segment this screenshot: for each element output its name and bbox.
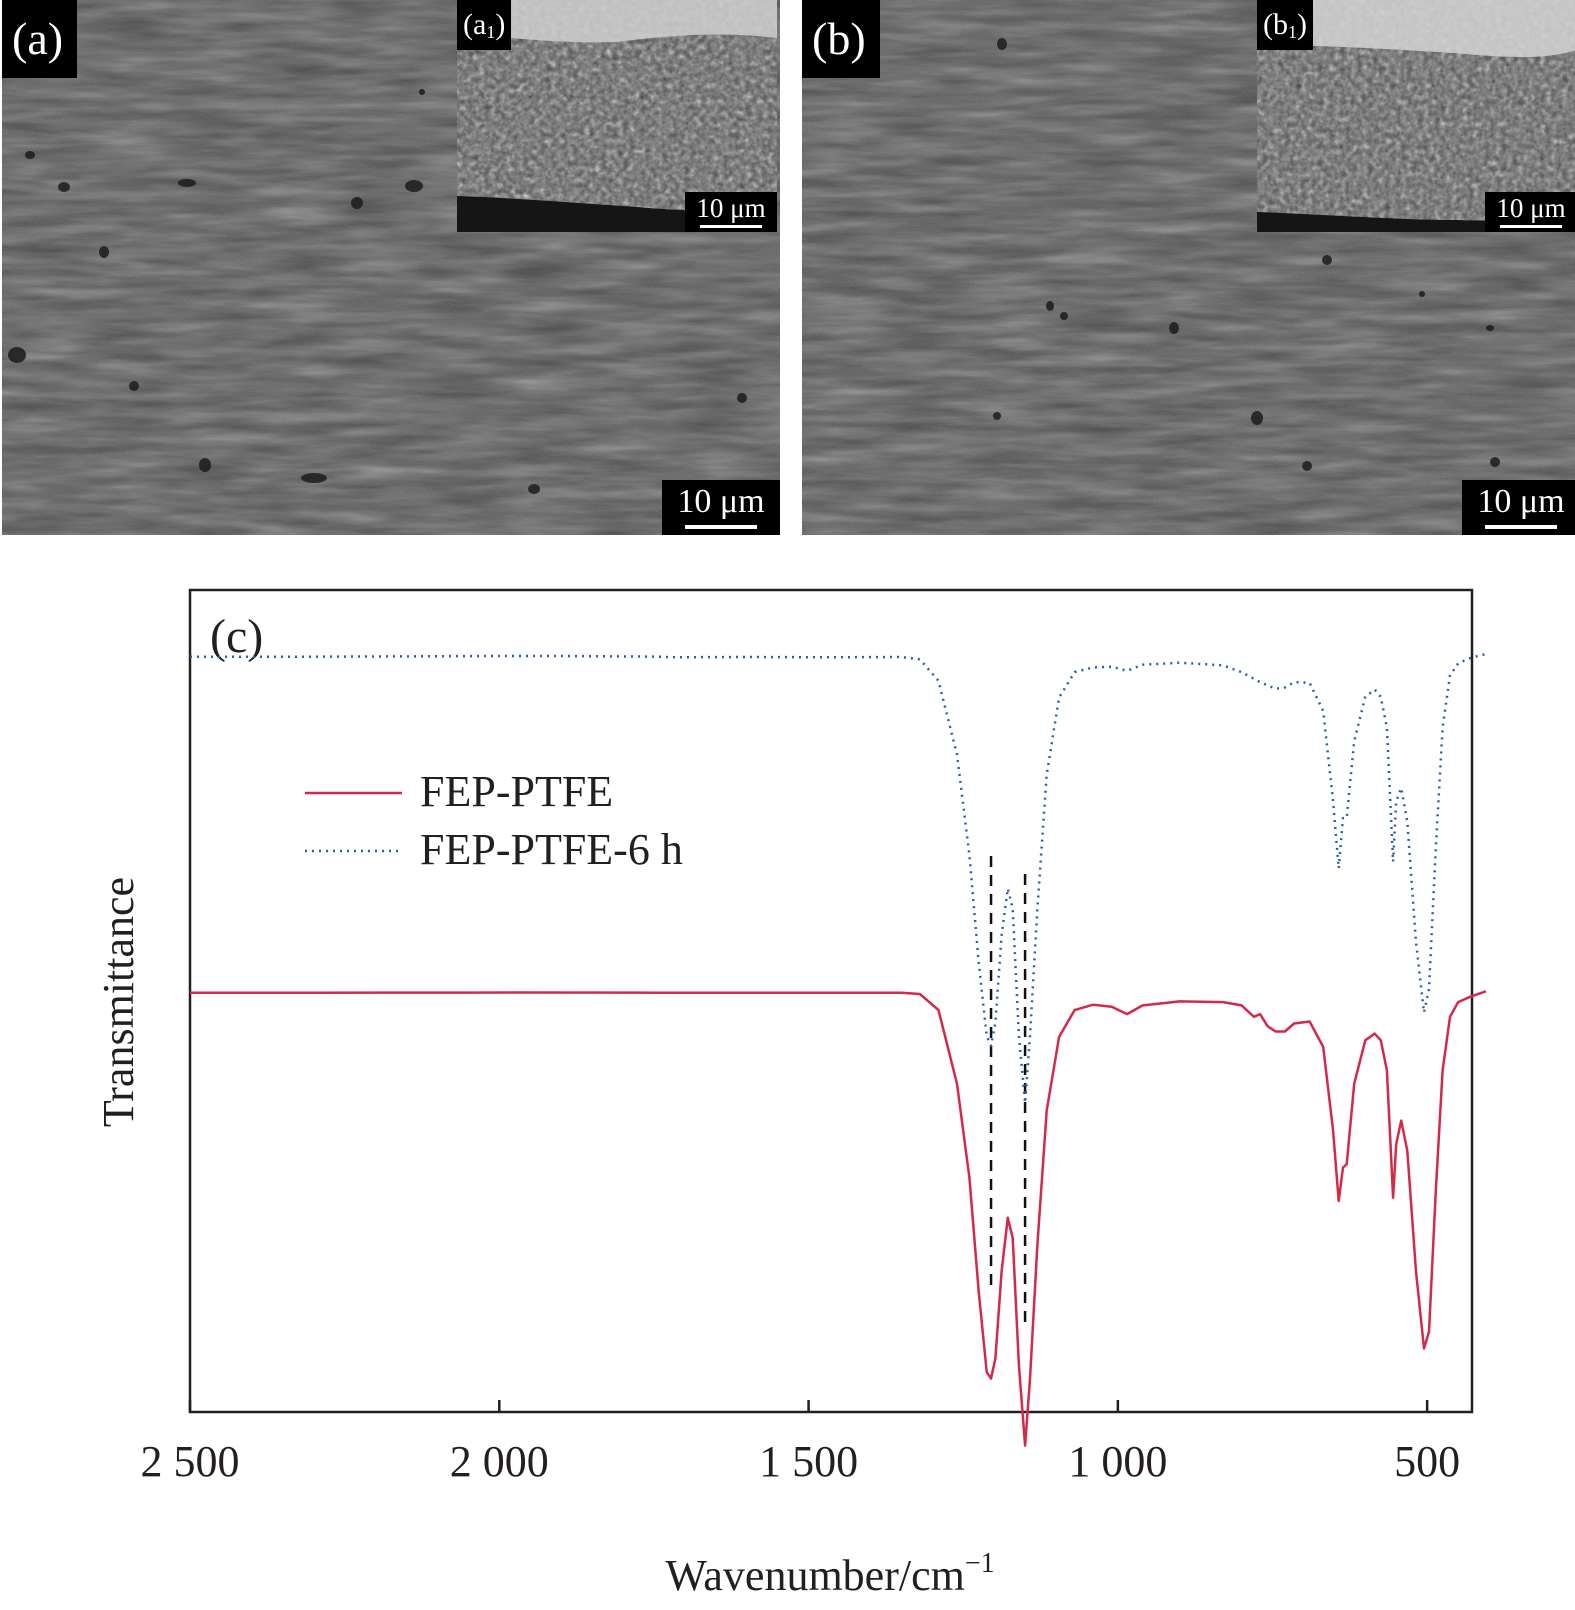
inset-scale-bar-a1: 10 μm bbox=[685, 192, 777, 232]
x-tick-label-500: 500 bbox=[1394, 1437, 1460, 1486]
x-axis-label-text: Wavenumber/cm bbox=[665, 1551, 964, 1600]
legend-label-fep-ptfe-6h: FEP-PTFE-6 h bbox=[420, 825, 683, 874]
x-tick-label-1500: 1 500 bbox=[759, 1437, 858, 1486]
chart-panel-label: (c) bbox=[210, 610, 263, 663]
inset-label-letter-a1: a bbox=[473, 8, 487, 41]
scale-label-b: 10 μm bbox=[1477, 483, 1565, 520]
x-axis-label-superscript: −1 bbox=[965, 1548, 995, 1579]
inset-label-subscript-b1: 1 bbox=[1288, 22, 1297, 42]
series-line-fep-ptfe-6-h bbox=[190, 652, 1487, 1105]
y-axis-label: Transmittance bbox=[94, 877, 143, 1127]
x-axis-label: Wavenumber/cm−1 bbox=[665, 1548, 994, 1600]
inset-scale-label-a1: 10 μm bbox=[696, 193, 766, 223]
inset-label-a1: (a1) bbox=[457, 0, 512, 50]
ftir-chart: (c) 2 500 2 000 1 500 1 000 500 FEP-PTFE FEP… bbox=[94, 588, 1487, 1600]
panel-label-a: (a) bbox=[2, 0, 78, 78]
sem-panel-a: (a) (a1) 10 μm bbox=[2, 0, 780, 535]
x-tick-label-1000: 1 000 bbox=[1068, 1437, 1167, 1486]
scale-line-a bbox=[685, 525, 757, 529]
series-layer bbox=[190, 652, 1487, 1447]
legend: FEP-PTFE FEP-PTFE-6 h bbox=[305, 767, 683, 874]
scale-bar-a: 10 μm bbox=[662, 480, 780, 535]
sem-panel-b: (b) (b1) 10 μm bbox=[802, 0, 1575, 535]
inset-label-subscript-a1: 1 bbox=[486, 22, 496, 42]
plot-frame bbox=[188, 588, 1474, 1414]
x-tick-label-2500: 2 500 bbox=[141, 1437, 240, 1486]
panel-label-b: (b) bbox=[802, 0, 880, 78]
inset-b1: (b1) 10 μm bbox=[1257, 0, 1575, 232]
series-line-fep-ptfe bbox=[190, 990, 1487, 1447]
inset-label-letter-b1: b bbox=[1273, 8, 1288, 41]
inset-scale-bar-b1: 10 μm bbox=[1485, 192, 1575, 232]
x-ticks: 2 500 2 000 1 500 1 000 500 bbox=[141, 1400, 1460, 1486]
reference-lines bbox=[989, 856, 1027, 1330]
scale-line-b bbox=[1485, 525, 1557, 529]
inset-a1: (a1) 10 μm bbox=[457, 0, 777, 232]
legend-label-fep-ptfe: FEP-PTFE bbox=[420, 767, 613, 816]
inset-scale-label-b1: 10 μm bbox=[1496, 193, 1566, 223]
scale-label-a: 10 μm bbox=[677, 483, 765, 520]
scale-bar-b: 10 μm bbox=[1462, 480, 1575, 535]
inset-scale-line-b1 bbox=[1500, 225, 1562, 228]
x-tick-label-2000: 2 000 bbox=[450, 1437, 549, 1486]
inset-scale-line-a1 bbox=[700, 225, 762, 228]
inset-label-b1: (b1) bbox=[1257, 0, 1313, 50]
